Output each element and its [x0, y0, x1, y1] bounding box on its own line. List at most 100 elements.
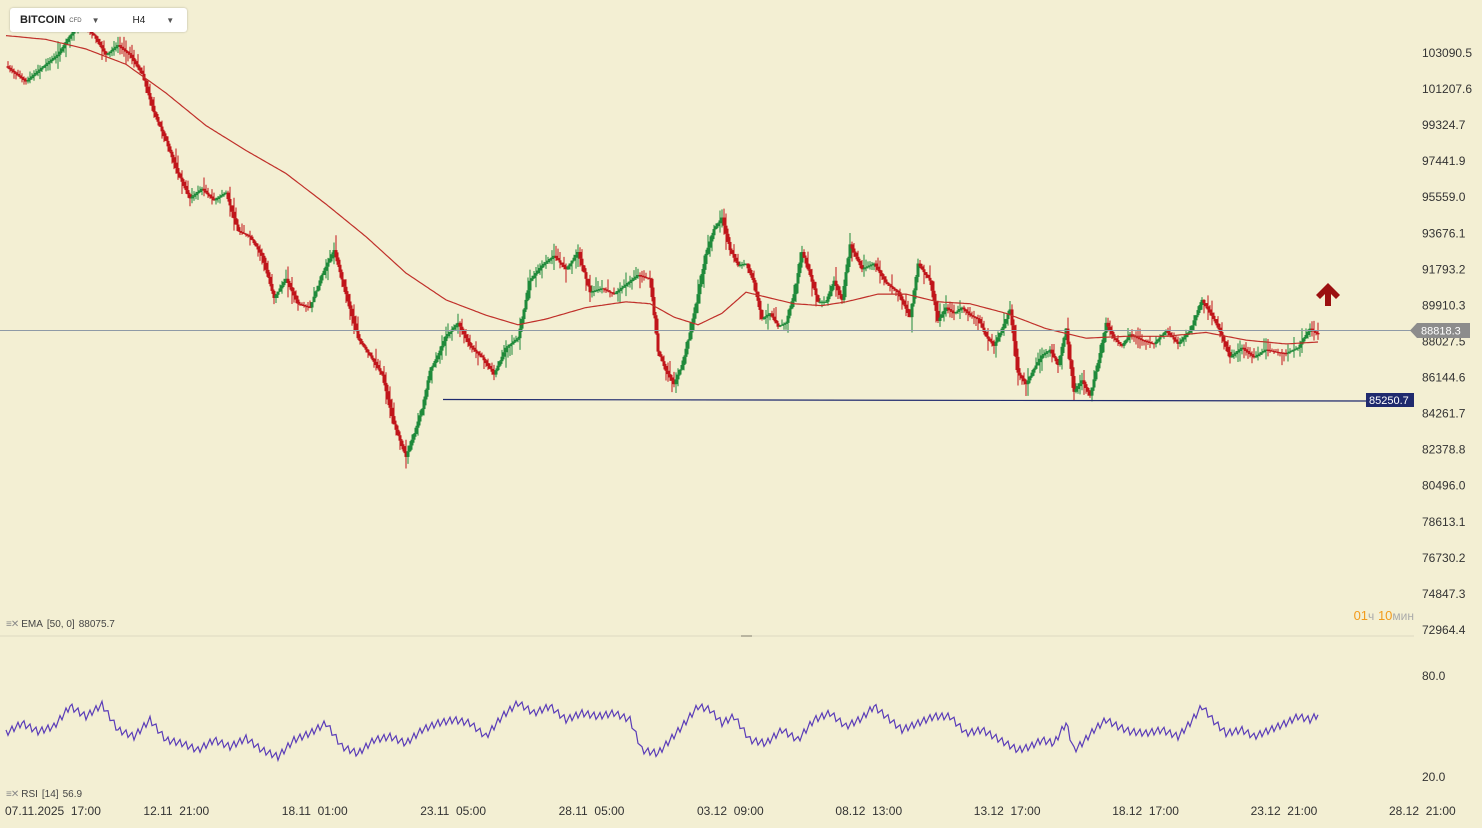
rsi-tick-label: 20.0 [1422, 770, 1446, 784]
candle-body [336, 257, 340, 265]
candle-body [318, 280, 322, 286]
candle-body [956, 310, 960, 312]
candle-body [996, 337, 1000, 342]
candle-body [194, 193, 198, 196]
candle-body [456, 322, 460, 326]
candle-body [1292, 349, 1296, 351]
candle-body [1180, 339, 1184, 342]
price-tick-label: 91793.2 [1422, 262, 1466, 276]
candle-body [594, 290, 598, 292]
candle-body [308, 306, 312, 308]
candle-body [660, 356, 664, 362]
candle-body [592, 290, 596, 292]
candle-body [914, 276, 918, 291]
candle-body [1152, 343, 1156, 345]
candle-body [172, 157, 176, 163]
candle-body [1178, 341, 1182, 344]
candle-body [1024, 381, 1028, 385]
indicator-menu-icon[interactable]: ≡✕ [6, 789, 19, 800]
candle-body [694, 303, 698, 314]
candle-body [586, 278, 590, 286]
candle-body [1118, 342, 1122, 344]
candle-body [710, 235, 714, 242]
symbol-dropdown-icon[interactable]: ▼ [91, 15, 100, 25]
candle-body [248, 235, 252, 237]
candle-body [900, 296, 904, 301]
candle-body [440, 345, 444, 351]
candle-body [564, 267, 568, 270]
candle-body [1174, 339, 1178, 342]
time-axis: 07.11.2025 17:00 12.11 21:00 18.11 01:00 23… [5, 804, 1456, 818]
candle-body [692, 313, 696, 323]
candle-body [774, 320, 778, 324]
candle-body [1154, 341, 1158, 344]
candle-body [1074, 388, 1078, 392]
candle-body [1066, 328, 1070, 345]
candle-body [38, 69, 42, 72]
candle-body [380, 371, 384, 375]
indicator-menu-icon[interactable]: ≡✕ [6, 619, 19, 630]
candle-body [804, 257, 808, 264]
candle-body [28, 78, 32, 80]
candle-body [944, 307, 948, 311]
candle-body [24, 80, 28, 82]
candle-body [1048, 349, 1052, 352]
candle-body [36, 71, 40, 73]
candle-body [810, 274, 814, 282]
ema-value: 88075.7 [78, 619, 115, 630]
candle-body [968, 313, 972, 316]
price-tick-label: 72964.4 [1422, 623, 1466, 637]
candle-body [624, 284, 628, 287]
candle-body [636, 274, 640, 277]
timeframe-dropdown-icon[interactable]: ▼ [166, 15, 175, 25]
candle-body [858, 260, 862, 266]
candle-body [888, 284, 892, 286]
candle-body [286, 278, 290, 283]
time-tick-label: 18.11 01:00 [282, 804, 348, 818]
candle-body [238, 230, 242, 232]
candle-body [316, 285, 320, 292]
candle-body [410, 439, 414, 446]
candle-body [488, 365, 492, 369]
candle-body [294, 295, 298, 300]
pane-resize-handle[interactable] [741, 635, 752, 637]
timeframe-selector[interactable]: H4 [132, 14, 146, 26]
candle-body [590, 291, 594, 293]
candle-body [324, 266, 328, 271]
candle-body [120, 46, 124, 49]
candle-body [14, 72, 18, 74]
candle-body [260, 252, 264, 256]
ema-legend[interactable]: ≡✕ EMA [50, 0] 88075.7 [6, 619, 119, 630]
candle-body [146, 86, 150, 94]
candle-body [772, 316, 776, 320]
candle-body [862, 268, 866, 270]
candle-body [34, 72, 38, 75]
candle-body [930, 280, 934, 291]
candle-body [454, 325, 458, 328]
price-tick-label: 103090.5 [1422, 46, 1472, 60]
candle-body [1046, 351, 1050, 353]
candle-body [1084, 384, 1088, 388]
candle-body [1068, 344, 1072, 361]
candle-body [372, 358, 376, 362]
candle-body [572, 257, 576, 261]
candle-body [402, 446, 406, 452]
candle-body [1146, 341, 1150, 343]
rsi-legend[interactable]: ≡✕ RSI [14] 56.9 [6, 789, 86, 800]
candle-body [1212, 315, 1216, 320]
candle-body [738, 264, 742, 266]
candle-body [1224, 341, 1228, 347]
candle-body [1026, 380, 1030, 385]
time-tick-label: 28.12 21:00 [1389, 804, 1456, 818]
candle-body [116, 45, 120, 47]
candle-body [1288, 351, 1292, 353]
candle-body [524, 299, 528, 310]
candle-body [1262, 350, 1266, 353]
candle-body [1086, 387, 1090, 392]
candle-body [332, 250, 336, 255]
candle-body [458, 322, 462, 327]
candle-body [1248, 352, 1252, 355]
candle-body [176, 168, 180, 174]
symbol-name[interactable]: BITCOIN [20, 14, 66, 26]
